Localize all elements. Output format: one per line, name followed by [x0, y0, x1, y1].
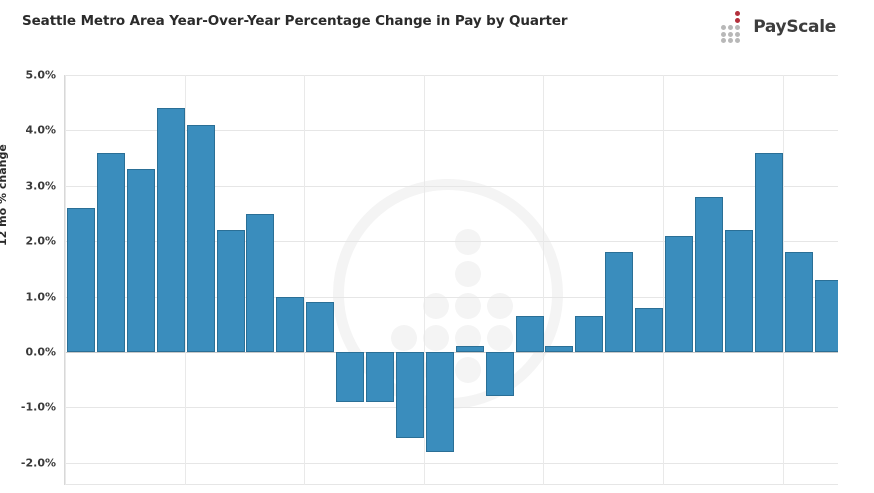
- y-axis-tick-labels: 5.0% 4.0% 3.0% 2.0% 1.0% 0.0% -1.0% -2.0%: [0, 69, 56, 485]
- bar[interactable]: [216, 230, 245, 352]
- gridline-horizontal: [65, 296, 838, 298]
- bar[interactable]: [395, 352, 424, 438]
- payscale-logo: PayScale: [711, 10, 836, 44]
- bar[interactable]: [126, 169, 155, 352]
- bar[interactable]: [246, 213, 275, 352]
- y-axis-tick-label: 1.0%: [25, 290, 56, 304]
- bar[interactable]: [635, 307, 664, 352]
- bar[interactable]: [724, 230, 753, 352]
- logo-dot: [735, 32, 741, 37]
- plot-area: [64, 75, 838, 485]
- page-title: Seattle Metro Area Year-Over-Year Percen…: [22, 13, 568, 29]
- payscale-dot-logo-icon: [711, 11, 747, 43]
- bar[interactable]: [96, 152, 125, 352]
- logo-dot: [721, 32, 727, 37]
- x-axis-line: [65, 484, 838, 485]
- logo-dot: [728, 25, 734, 30]
- bar[interactable]: [276, 296, 305, 352]
- gridline-vertical: [304, 75, 305, 485]
- bar[interactable]: [425, 352, 454, 452]
- bar[interactable]: [575, 315, 604, 352]
- y-axis-tick-label: 4.0%: [25, 123, 56, 137]
- bar[interactable]: [605, 252, 634, 352]
- y-axis-tick-label: -1.0%: [20, 400, 56, 414]
- plot-clip: [65, 75, 838, 485]
- logo-dot: [728, 32, 734, 37]
- bar[interactable]: [814, 279, 838, 352]
- gridline-horizontal: [65, 130, 838, 132]
- bar[interactable]: [485, 352, 514, 397]
- bar[interactable]: [186, 124, 215, 352]
- gridline-horizontal: [65, 75, 838, 76]
- bar[interactable]: [366, 352, 394, 402]
- y-axis-tick-label: 3.0%: [25, 179, 56, 193]
- logo-dot: [735, 38, 741, 43]
- logo-dot-accent: [735, 11, 741, 16]
- gridline-vertical: [543, 75, 544, 485]
- bar-series: [65, 75, 838, 485]
- gridline-horizontal: [65, 462, 838, 464]
- brand-name: PayScale: [753, 17, 836, 37]
- gridline-vertical: [663, 75, 664, 485]
- bar[interactable]: [306, 302, 335, 352]
- y-axis-tick-label: 0.0%: [25, 345, 56, 359]
- bar[interactable]: [784, 252, 813, 352]
- logo-dot: [721, 38, 727, 43]
- gridline-vertical: [424, 75, 425, 485]
- y-axis-tick-label: 2.0%: [25, 234, 56, 248]
- bar[interactable]: [665, 235, 693, 352]
- logo-dot: [728, 38, 734, 43]
- gridline-horizontal: [65, 185, 838, 187]
- y-axis-tick-label: -2.0%: [20, 456, 56, 470]
- gridline-vertical: [185, 75, 186, 485]
- bar[interactable]: [156, 108, 185, 352]
- bar[interactable]: [694, 196, 723, 352]
- logo-dot: [721, 25, 727, 30]
- gridline-horizontal: [65, 241, 838, 243]
- y-axis-tick-label: 5.0%: [25, 68, 56, 82]
- logo-dot: [735, 25, 741, 30]
- bar[interactable]: [67, 207, 95, 352]
- bar[interactable]: [515, 315, 544, 352]
- gridline-vertical: [783, 75, 784, 485]
- logo-dot-accent: [735, 18, 741, 23]
- bar[interactable]: [754, 152, 783, 352]
- bar[interactable]: [545, 346, 574, 352]
- bar[interactable]: [455, 346, 484, 352]
- gridline-vertical: [65, 75, 66, 485]
- bar[interactable]: [336, 352, 365, 402]
